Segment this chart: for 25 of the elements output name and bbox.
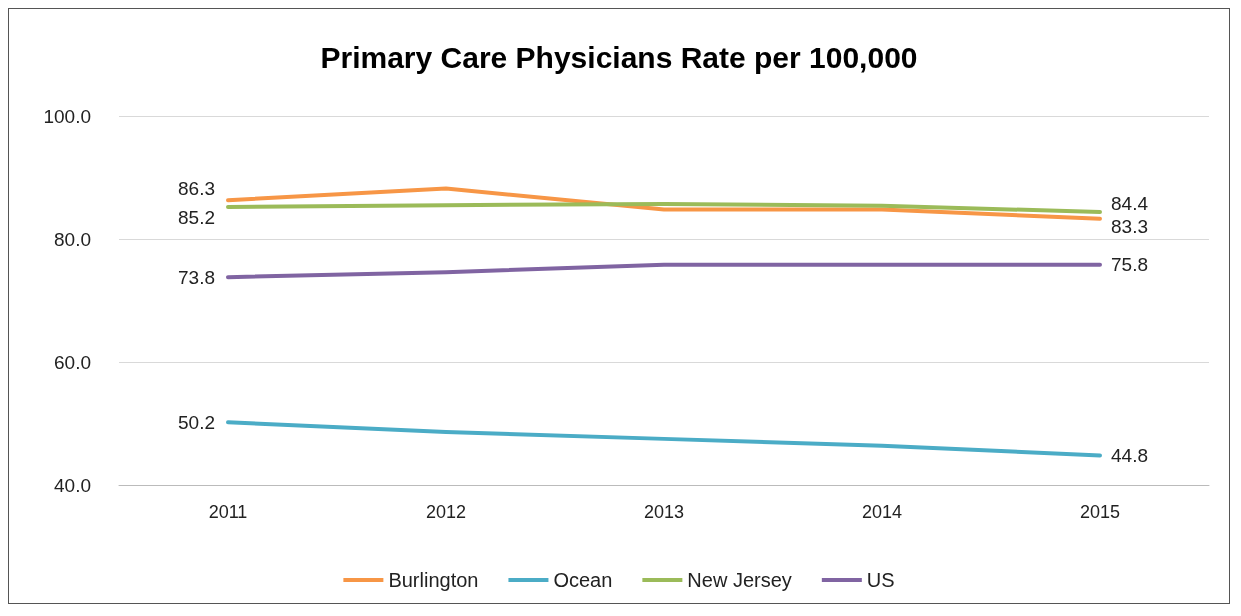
x-tick-label: 2015	[1079, 502, 1121, 522]
legend-label: US	[866, 569, 895, 591]
line-series	[226, 201, 1102, 214]
data-label: 83.3	[1111, 216, 1148, 238]
legend-label: New Jersey	[687, 569, 792, 591]
data-label: 84.4	[1111, 193, 1149, 215]
legend-label: Ocean	[553, 569, 613, 591]
data-label: 75.8	[1111, 254, 1148, 276]
x-tick-label: 2012	[425, 502, 467, 522]
legend-label: Burlington	[388, 569, 479, 591]
y-tick-label: 40.0	[54, 474, 91, 496]
data-label: 73.8	[178, 266, 215, 288]
line-series	[226, 186, 1102, 221]
x-tick-label: 2013	[643, 502, 685, 522]
y-tick-label: 100.0	[43, 105, 91, 127]
x-tick-label: 2014	[861, 502, 903, 522]
data-label: 85.2	[178, 206, 215, 228]
y-tick-label: 80.0	[54, 228, 91, 250]
data-label: 86.3	[178, 177, 215, 199]
data-label: 50.2	[178, 411, 215, 433]
line-series	[226, 420, 1102, 458]
data-label: 44.8	[1111, 444, 1148, 466]
y-tick-label: 60.0	[54, 351, 91, 373]
x-tick-label: 2011	[208, 502, 248, 522]
chart-title: Primary Care Physicians Rate per 100,000	[320, 40, 918, 74]
